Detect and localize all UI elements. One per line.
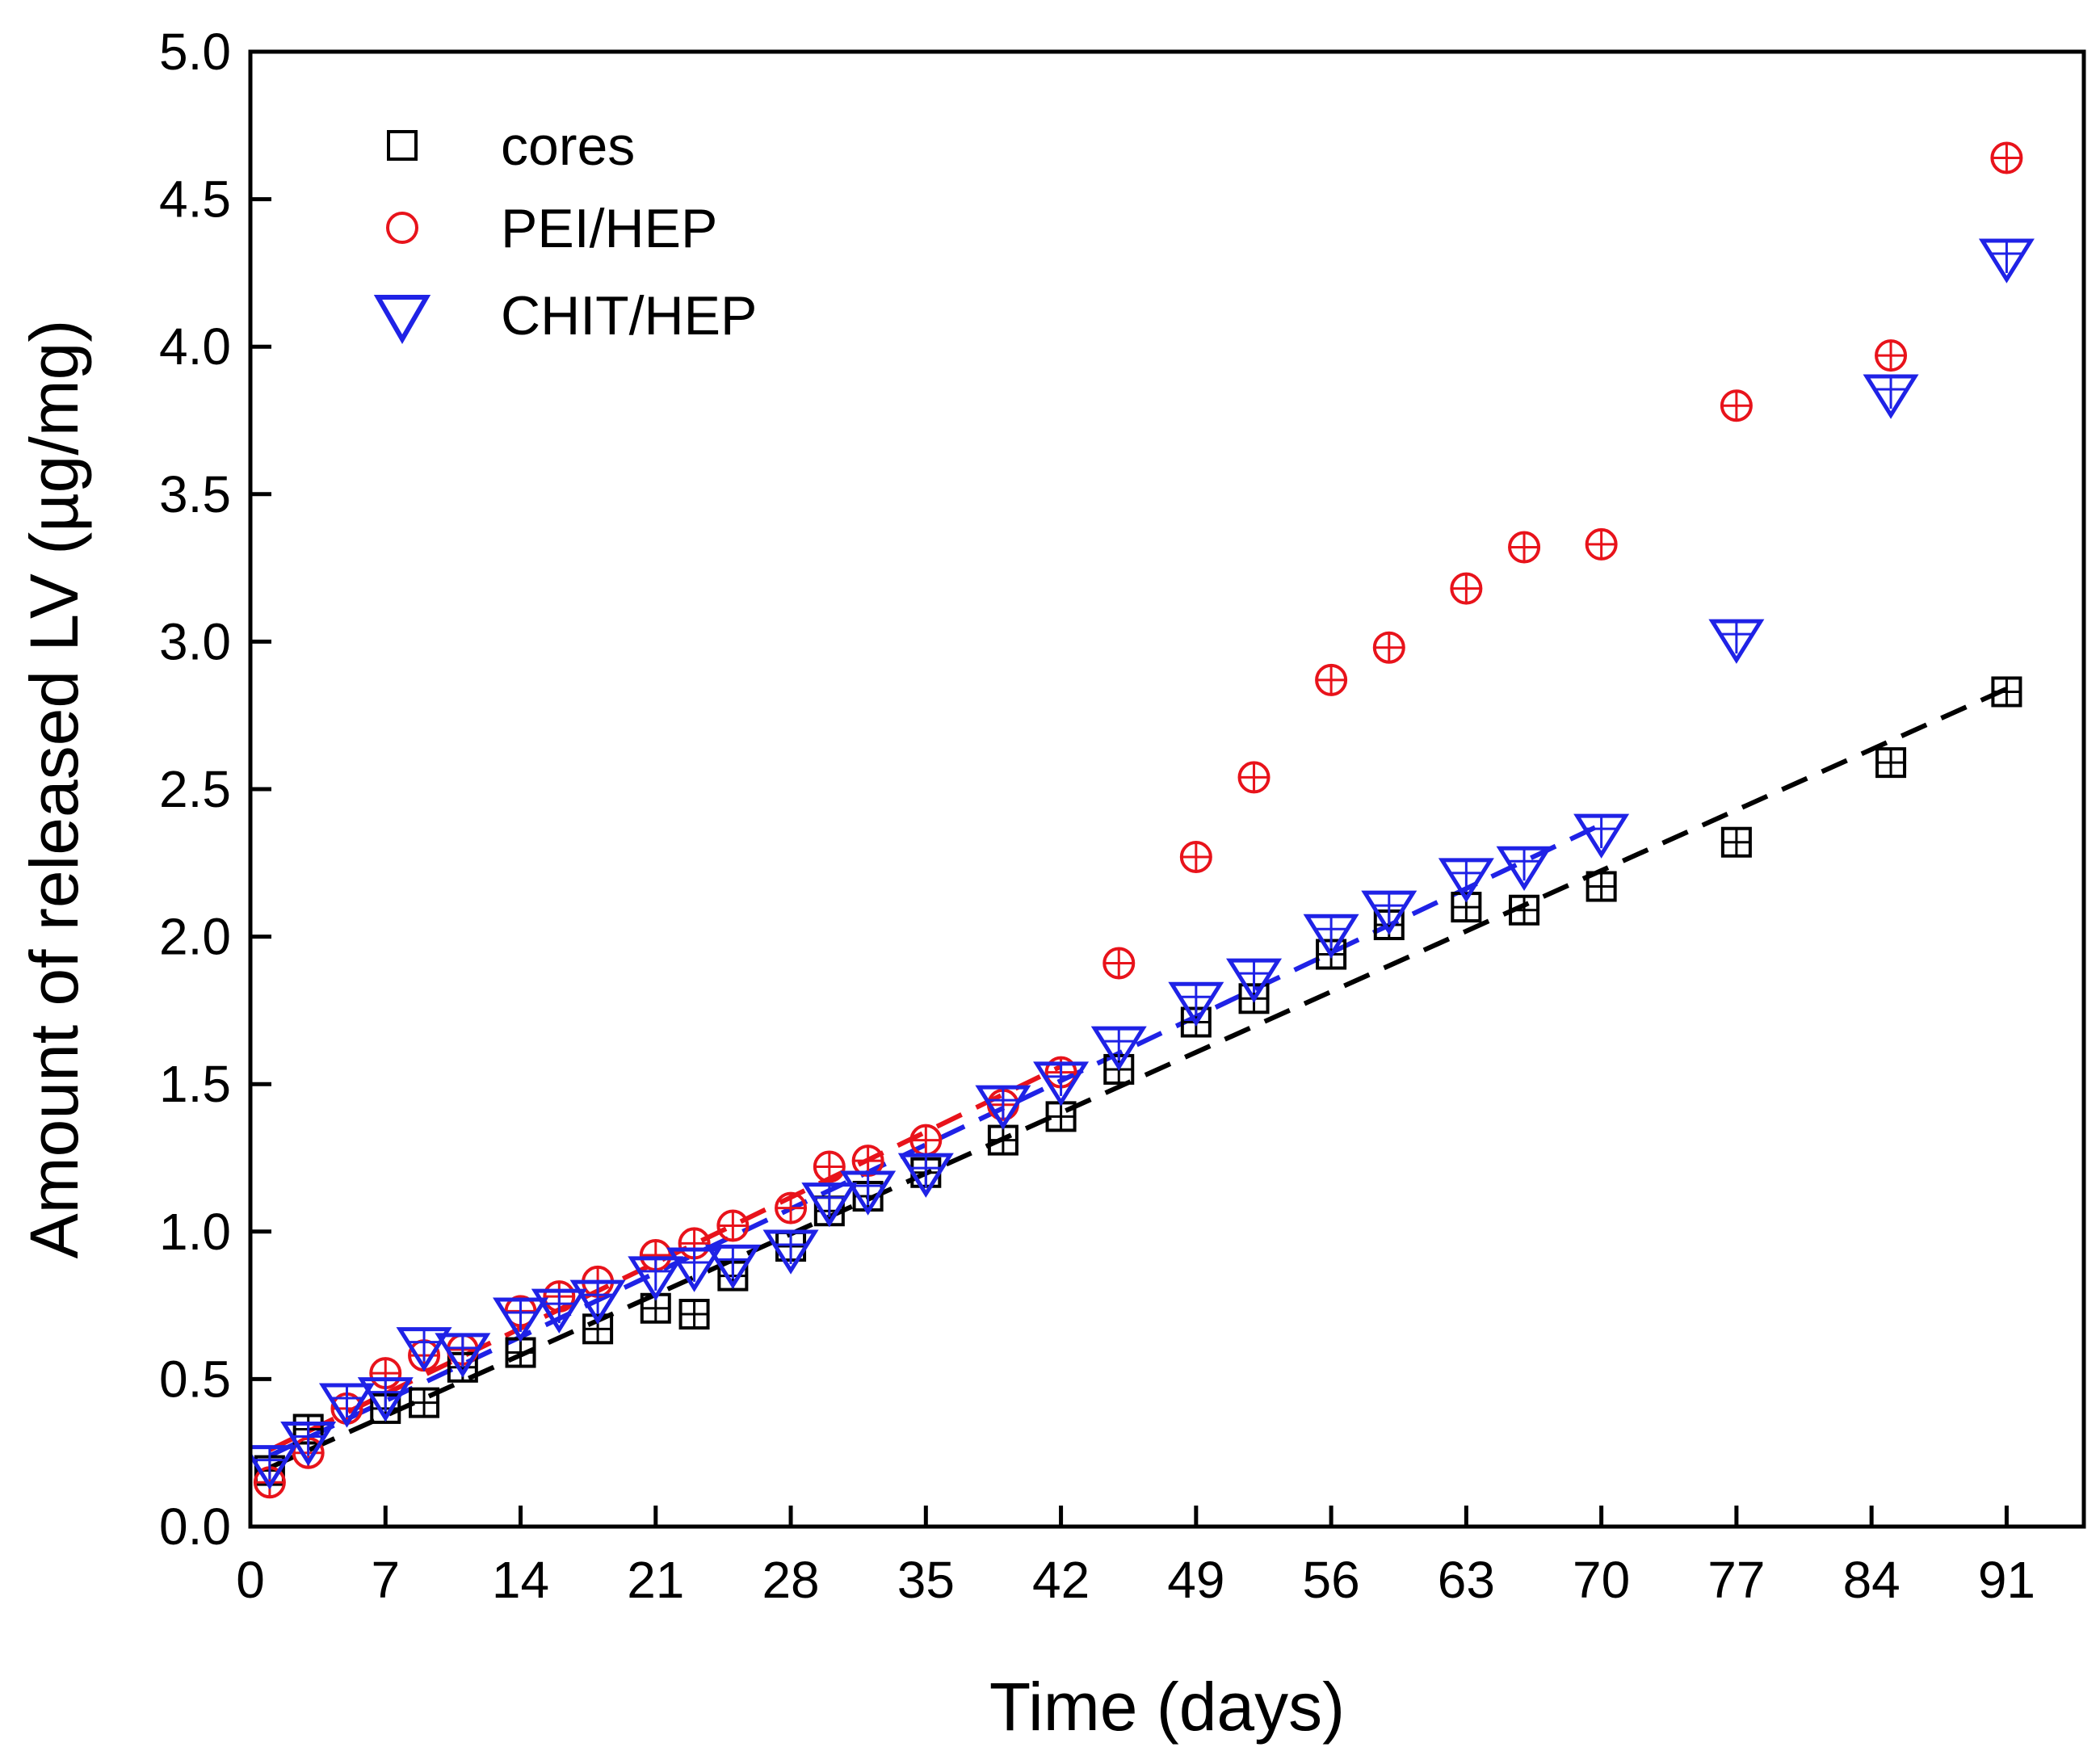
- x-tick-label: 84: [1843, 1551, 1900, 1609]
- point-pei-hep-12: [775, 1191, 808, 1224]
- y-tick-label: 2.5: [159, 760, 231, 818]
- point-chit-hep-6: [493, 1297, 549, 1342]
- point-chit-hep-5: [435, 1333, 491, 1378]
- y-tick-label: 1.5: [159, 1055, 231, 1113]
- x-tick-label: 63: [1438, 1551, 1495, 1609]
- point-cores-25: [1875, 747, 1907, 779]
- y-axis: 0.0 0.5 1.0 1.5 2.0 2.5 3.0 3.5 4.0 4.5 5.0: [159, 23, 271, 1556]
- point-cores-8: [678, 1299, 710, 1330]
- x-tick-label: 49: [1167, 1551, 1224, 1609]
- legend: cores PEI/HEP CHIT/HEP: [373, 116, 757, 347]
- point-chit-hep-11: [704, 1244, 761, 1290]
- point-chit-hep-7: [531, 1288, 587, 1334]
- point-pei-hep-18: [1102, 947, 1136, 980]
- point-cores-21: [1451, 892, 1482, 923]
- point-pei-hep-26: [1720, 389, 1753, 422]
- x-tick-label: 77: [1707, 1551, 1765, 1609]
- legend-marker-cores: [387, 130, 418, 161]
- point-cores-26: [1991, 676, 2022, 708]
- point-pei-hep-25: [1585, 527, 1618, 561]
- point-cores-24: [1720, 826, 1752, 858]
- point-pei-hep-28: [1990, 141, 2023, 174]
- legend-marker-pei-hep: [386, 212, 418, 244]
- point-chit-hep-21: [1303, 914, 1359, 960]
- y-tick-label: 3.5: [159, 465, 231, 523]
- point-cores-23: [1586, 871, 1617, 902]
- y-tick-label: 3.0: [159, 612, 231, 670]
- point-chit-hep-0: [250, 1445, 298, 1490]
- point-chit-hep-25: [1573, 813, 1630, 859]
- point-chit-hep-16: [975, 1085, 1031, 1130]
- point-pei-hep-11: [716, 1209, 750, 1242]
- y-tick-label: 0.0: [159, 1497, 231, 1556]
- x-tick-label: 28: [762, 1551, 819, 1609]
- point-chit-hep-2: [318, 1383, 375, 1428]
- point-chit-hep-10: [666, 1247, 723, 1292]
- point-pei-hep-24: [1508, 531, 1541, 564]
- point-pei-hep-22: [1372, 631, 1405, 664]
- point-chit-hep-23: [1438, 858, 1494, 903]
- point-cores-22: [1509, 894, 1540, 926]
- point-chit-hep-4: [396, 1327, 452, 1372]
- point-pei-hep-19: [1179, 840, 1212, 873]
- y-tick-label: 5.0: [159, 23, 231, 81]
- y-tick-label: 4.5: [159, 170, 231, 229]
- point-pei-hep-13: [813, 1150, 846, 1183]
- legend-label-cores: cores: [501, 116, 635, 177]
- point-chit-hep-9: [628, 1256, 684, 1301]
- point-chit-hep-3: [357, 1377, 414, 1422]
- legend-label-chit-hep: CHIT/HEP: [501, 285, 757, 347]
- data-markers: [250, 141, 2035, 1499]
- y-tick-label: 0.5: [159, 1350, 231, 1408]
- y-tick-label: 1.0: [159, 1203, 231, 1261]
- point-chit-hep-12: [762, 1229, 819, 1275]
- legend-item-cores: cores: [387, 116, 635, 177]
- x-tick-label: 14: [492, 1551, 549, 1609]
- point-pei-hep-15: [909, 1124, 943, 1157]
- legend-label-pei-hep: PEI/HEP: [501, 198, 717, 259]
- point-chit-hep-20: [1226, 958, 1283, 1003]
- point-chit-hep-15: [897, 1153, 954, 1198]
- point-chit-hep-27: [1863, 374, 1919, 419]
- point-chit-hep-17: [1033, 1061, 1090, 1107]
- series-chit-hep: [250, 238, 2035, 1490]
- x-axis-title: Time (days): [989, 1669, 1345, 1745]
- point-chit-hep-18: [1090, 1026, 1147, 1071]
- legend-item-chit-hep: CHIT/HEP: [373, 285, 757, 347]
- point-chit-hep-26: [1708, 619, 1765, 664]
- x-tick-label: 35: [897, 1551, 955, 1609]
- fit-line-chit-hep: [268, 822, 1602, 1459]
- point-chit-hep-24: [1496, 846, 1552, 892]
- x-tick-label: 0: [236, 1551, 265, 1609]
- point-pei-hep-27: [1875, 339, 1908, 372]
- y-axis-title: Amount of released LV (µg/mg): [16, 320, 92, 1259]
- x-tick-label: 42: [1032, 1551, 1090, 1609]
- x-tick-label: 91: [1978, 1551, 2035, 1609]
- point-chit-hep-1: [280, 1421, 337, 1467]
- point-chit-hep-19: [1168, 981, 1224, 1027]
- point-pei-hep-23: [1450, 572, 1483, 605]
- point-chit-hep-14: [840, 1170, 897, 1216]
- point-pei-hep-20: [1237, 761, 1270, 794]
- point-chit-hep-8: [569, 1279, 626, 1325]
- y-tick-label: 4.0: [159, 317, 231, 376]
- fit-line-cores: [268, 687, 2008, 1470]
- legend-marker-chit-hep: [373, 295, 431, 345]
- x-tick-label: 7: [371, 1551, 400, 1609]
- y-tick-label: 2.0: [159, 908, 231, 966]
- x-tick-label: 56: [1303, 1551, 1360, 1609]
- legend-item-pei-hep: PEI/HEP: [386, 198, 717, 259]
- point-chit-hep-22: [1361, 890, 1418, 935]
- point-cores-3: [409, 1387, 440, 1418]
- x-axis: 0 7 14 21 28 35 42 49 56 63 70 77 84 91: [236, 1506, 2035, 1609]
- point-chit-hep-13: [801, 1182, 858, 1228]
- point-chit-hep-28: [1978, 238, 2035, 284]
- x-tick-label: 21: [627, 1551, 684, 1609]
- x-tick-label: 70: [1573, 1551, 1630, 1609]
- point-pei-hep-21: [1315, 663, 1348, 696]
